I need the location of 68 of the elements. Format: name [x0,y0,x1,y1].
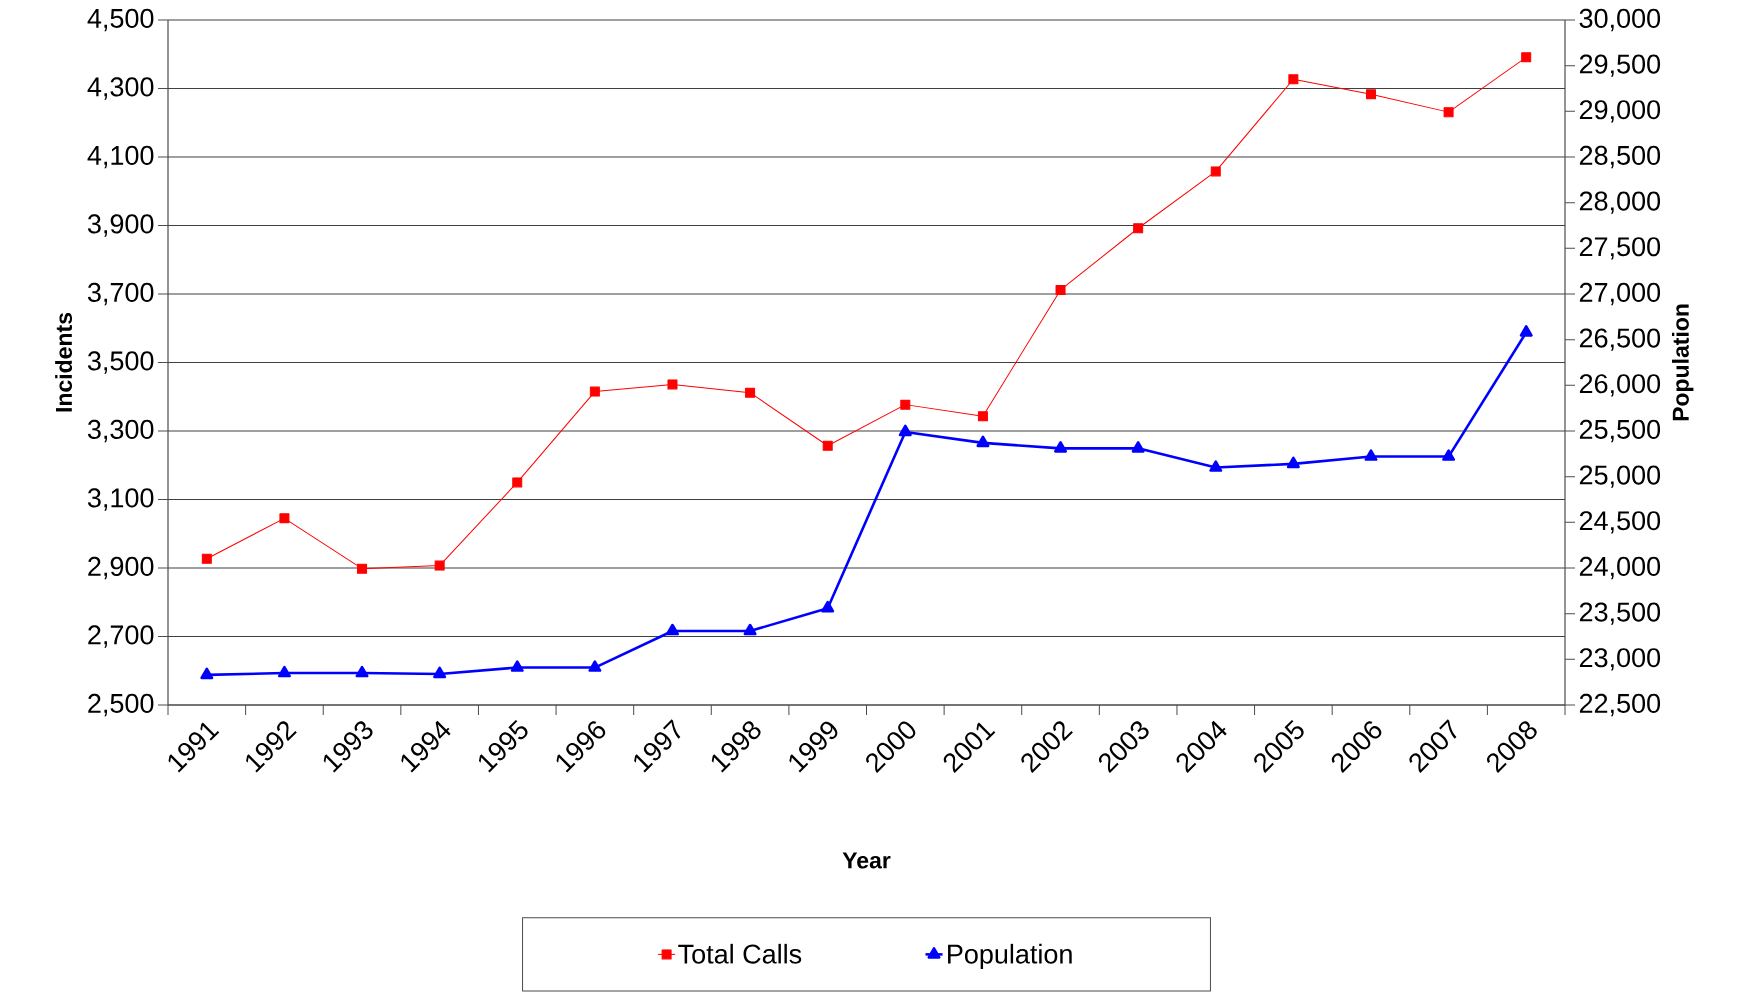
point [201,553,212,564]
y2-tick-label: 30,000 [1579,8,1661,32]
point [279,513,290,524]
y2-tick-label: 22,500 [1579,693,1661,717]
point [745,387,756,398]
y2-axis-title: Population [1671,304,1694,421]
y-tick-label: 2,700 [88,625,154,648]
y-tick-label: 3,500 [87,351,154,374]
y2-tick-label: 29,500 [1579,54,1661,77]
point [512,477,523,488]
point [200,667,214,680]
point [1055,284,1066,295]
point [822,440,833,451]
point [1442,449,1456,461]
y-tick-label: 4,300 [87,77,154,100]
y2-tick-label: 24,500 [1579,511,1661,534]
y2-tick-label: 27,500 [1579,237,1661,260]
y-tick-label: 2,900 [88,556,154,580]
point [977,411,988,422]
y2-tick-label: 25,500 [1579,419,1661,443]
y2-tick-label: 29,000 [1579,100,1661,123]
point [1288,74,1299,85]
y-tick-label: 3,700 [87,282,154,306]
point [821,600,835,613]
legend-label: Total Calls [678,943,802,964]
point [1286,456,1300,469]
point [589,386,600,397]
point [667,379,678,390]
y-axis-title: Incidents [55,312,73,412]
y-tick-label: 3,300 [87,419,154,443]
y2-tick-label: 24,000 [1579,556,1661,580]
point [1365,89,1376,100]
point [1131,441,1145,453]
point [355,665,369,678]
point [510,660,524,672]
point [277,665,291,678]
y2-tick-label: 26,500 [1579,328,1661,351]
y2-tick-label: 23,000 [1579,648,1661,671]
point [1133,223,1144,234]
point [665,623,679,636]
point [1054,441,1068,453]
point [357,563,368,574]
y2-tick-label: 25,000 [1579,465,1661,488]
y-tick-label: 2,500 [88,693,154,717]
point [1364,449,1378,461]
point [976,435,990,448]
point [898,424,912,437]
point [433,666,447,679]
legend-label: Population [948,943,1072,970]
point [1209,460,1223,472]
y-tick-label: 3,100 [87,488,154,511]
x-axis-title: Year [842,852,891,869]
y2-tick-label: 27,000 [1579,282,1661,306]
point [1210,166,1221,177]
point [743,623,757,636]
y-tick-label: 4,100 [87,145,154,169]
y-tick-label: 3,900 [87,214,154,237]
y-tick-label: 4,500 [87,8,154,32]
point [588,660,602,672]
point [1519,325,1533,337]
y2-tick-label: 28,500 [1579,145,1661,169]
point [1443,107,1454,118]
point [434,560,445,571]
point [1521,52,1532,63]
point [900,399,911,410]
y2-tick-label: 26,000 [1579,374,1661,397]
y2-tick-label: 23,500 [1579,602,1661,625]
y2-tick-label: 28,000 [1579,191,1661,214]
